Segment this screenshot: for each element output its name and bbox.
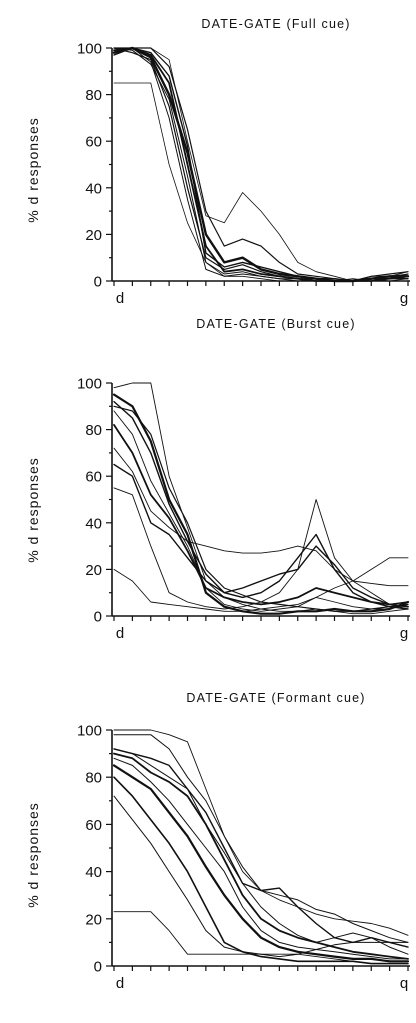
y-tick-label: 80	[85, 87, 102, 104]
y-tick-label: 0	[94, 959, 102, 976]
series-line-9	[113, 776, 409, 965]
y-tick-label: 100	[77, 376, 102, 393]
x-tick-label-start: d	[116, 975, 124, 992]
y-tick-label: 40	[85, 180, 102, 197]
y-tick-label: 60	[85, 469, 102, 486]
x-tick-label-end: g	[400, 625, 408, 642]
series-line-8	[113, 748, 409, 955]
x-tick-label-start: d	[116, 625, 124, 642]
series-line-9	[113, 47, 409, 282]
series-line-10	[113, 795, 409, 958]
x-tick-label-end: q	[400, 975, 408, 992]
series-line-9	[112, 393, 410, 615]
x-tick-label-start: d	[116, 290, 124, 307]
x-tick-label-end: g	[400, 290, 408, 307]
series-line-7	[112, 764, 410, 963]
series-line-7	[113, 400, 409, 606]
y-tick-label: 80	[85, 770, 102, 787]
series-line-1	[113, 82, 409, 282]
chart-panel: DATE-GATE (Full cue) % d responses 0 20 40 60…	[25, 17, 410, 307]
series-line-10	[113, 405, 409, 612]
y-tick-label: 0	[94, 274, 102, 291]
y-tick-label: 80	[85, 422, 102, 439]
y-tick-label: 60	[85, 134, 102, 151]
y-tick-label: 20	[85, 911, 102, 928]
y-tick-label: 100	[77, 723, 102, 740]
series-line-8	[113, 382, 409, 615]
series-line-2	[113, 487, 409, 610]
y-tick-label: 40	[85, 864, 102, 881]
y-axis-label: % d responses	[25, 117, 41, 223]
chart-panel: DATE-GATE (Formant cue) % d responses 0 20 4…	[25, 691, 410, 992]
chart-title: DATE-GATE (Burst cue)	[196, 317, 355, 331]
chart-panel: DATE-GATE (Burst cue) % d responses 0 20 40 6…	[25, 317, 410, 642]
series-line-8	[113, 47, 409, 282]
y-tick-label: 0	[94, 609, 102, 626]
series-line-5	[113, 752, 409, 960]
y-tick-label: 40	[85, 515, 102, 532]
series-line-4	[113, 748, 409, 948]
series-line-6	[113, 757, 409, 960]
y-axis-label: % d responses	[25, 802, 41, 908]
series-line-3	[113, 734, 409, 943]
series-line-4	[113, 447, 409, 587]
series-line-3	[113, 463, 409, 610]
chart-title: DATE-GATE (Full cue)	[201, 17, 350, 31]
series-line-5	[113, 423, 409, 608]
y-tick-label: 60	[85, 817, 102, 834]
y-tick-label: 20	[85, 562, 102, 579]
chart-title: DATE-GATE (Formant cue)	[186, 691, 365, 705]
series-line-6	[113, 410, 409, 612]
chart-panels: DATE-GATE (Full cue) % d responses 0 20 40 60…	[25, 17, 410, 992]
series-line-6	[113, 47, 409, 282]
y-tick-label: 20	[85, 227, 102, 244]
y-tick-label: 100	[77, 41, 102, 58]
y-axis-label: % d responses	[25, 457, 41, 563]
